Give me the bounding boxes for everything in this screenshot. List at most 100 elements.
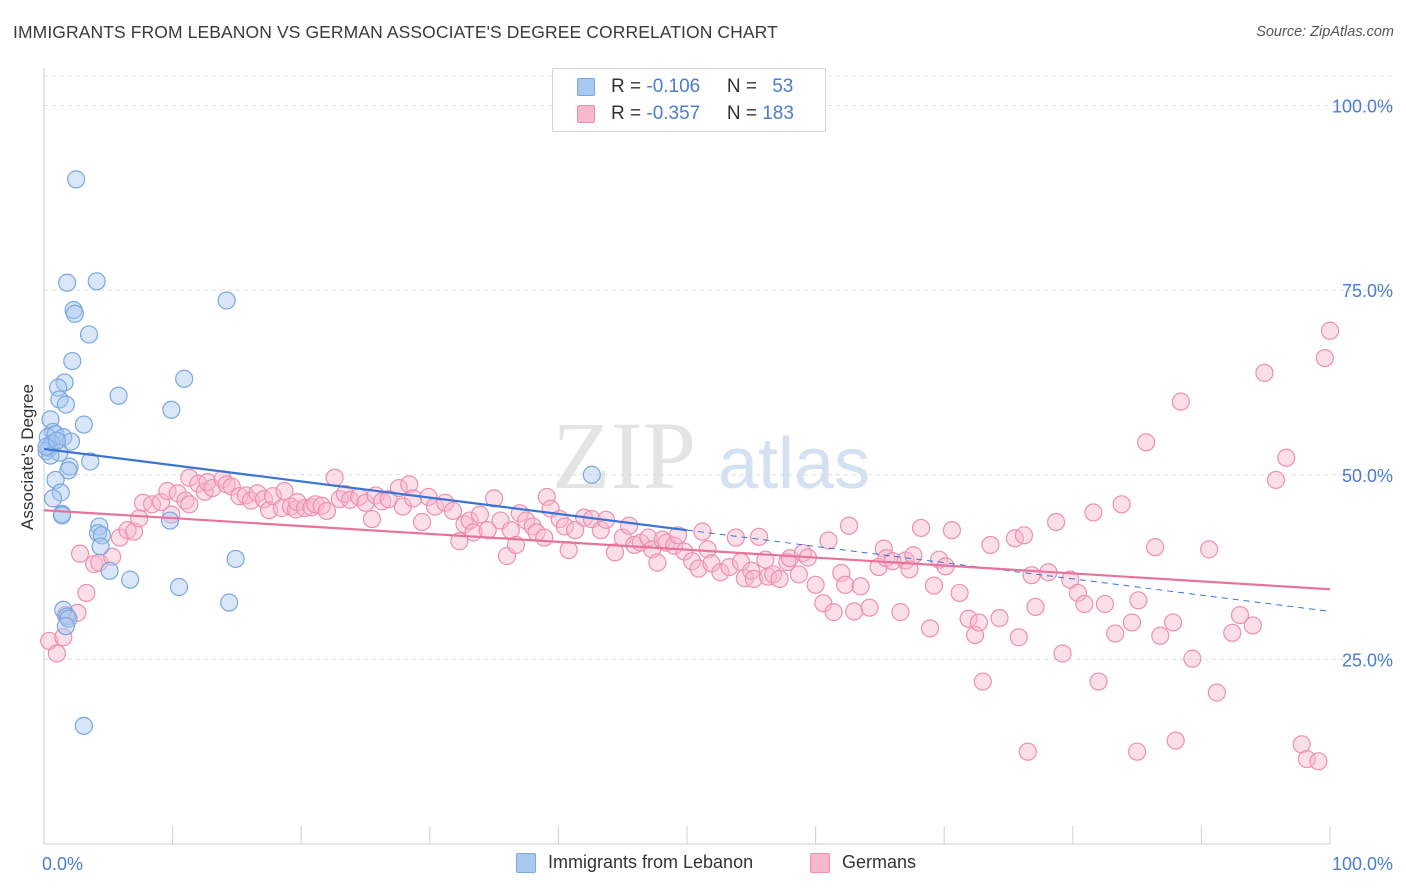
data-point-germans: [924, 576, 944, 595]
legend-n-value: 183: [762, 103, 794, 124]
data-point-germans: [1009, 628, 1028, 647]
data-point-germans: [180, 495, 199, 514]
data-point-lebanon: [52, 506, 72, 525]
data-point-germans: [920, 619, 940, 638]
data-point-germans: [325, 468, 344, 487]
legend: R = -0.106 N = 53 R = -0.357 N = 183: [552, 68, 826, 132]
legend-r-value: -0.106: [646, 76, 701, 97]
data-point-lebanon: [160, 511, 180, 530]
data-point-germans: [443, 501, 463, 521]
data-point-lebanon: [87, 272, 106, 291]
data-point-germans: [770, 569, 789, 588]
source-note: Source: ZipAtlas.com: [1256, 24, 1394, 40]
data-point-lebanon: [109, 386, 128, 405]
data-point-germans: [911, 518, 931, 538]
data-point-germans: [379, 490, 398, 509]
data-point-lebanon: [169, 577, 189, 597]
data-point-germans: [990, 608, 1009, 628]
data-point-germans: [506, 535, 526, 555]
bottom-legend-label-germans: Germans: [842, 852, 917, 872]
data-point-germans: [317, 501, 337, 521]
data-point-germans: [744, 569, 763, 588]
data-point-germans: [900, 560, 919, 579]
data-point-germans: [1207, 683, 1226, 702]
bottom-legend-label-lebanon: Immigrants from Lebanon: [548, 852, 754, 872]
data-point-germans: [1315, 348, 1334, 368]
data-point-germans: [973, 672, 992, 691]
data-point-germans: [1320, 321, 1340, 340]
data-point-germans: [1053, 644, 1072, 663]
data-point-lebanon: [121, 570, 140, 589]
data-point-germans: [168, 484, 187, 503]
watermark-atlas: atlas: [718, 424, 870, 504]
data-point-germans: [460, 511, 479, 530]
data-point-germans: [639, 528, 658, 547]
watermark: ZIP atlas: [552, 402, 870, 509]
data-point-germans: [904, 546, 923, 565]
data-point-germans: [1106, 624, 1125, 643]
data-point-germans: [362, 509, 382, 529]
data-point-germans: [1309, 752, 1328, 771]
data-point-germans: [1243, 616, 1262, 635]
data-point-germans: [1223, 623, 1242, 642]
data-point-germans: [1129, 591, 1148, 610]
data-point-germans: [824, 603, 843, 622]
data-point-germans: [555, 517, 574, 536]
data-point-lebanon: [56, 395, 75, 414]
data-point-germans: [860, 598, 879, 617]
data-point-germans: [942, 521, 962, 540]
data-point-germans: [1026, 597, 1045, 617]
data-point-germans: [151, 492, 171, 512]
data-point-germans: [1200, 540, 1219, 559]
data-point-germans: [591, 521, 610, 540]
data-point-germans: [789, 565, 808, 584]
data-point-lebanon: [100, 561, 119, 580]
legend-r-value: -0.357: [646, 103, 701, 124]
data-point-germans: [1297, 749, 1316, 769]
data-point-germans: [620, 516, 639, 535]
data-point-germans: [54, 628, 73, 647]
data-point-germans: [1151, 626, 1170, 645]
data-point-germans: [77, 583, 96, 603]
data-point-germans: [68, 603, 87, 622]
data-point-germans: [70, 544, 90, 563]
data-point-germans: [537, 487, 556, 507]
data-point-germans: [103, 547, 122, 566]
data-point-lebanon: [175, 369, 194, 388]
data-point-germans: [535, 528, 554, 547]
data-point-lebanon: [37, 437, 56, 456]
data-point-lebanon: [91, 537, 110, 556]
legend-n-value: 53: [772, 76, 794, 97]
y-tick-label: 100.0%: [1332, 97, 1393, 117]
data-point-germans: [839, 516, 859, 535]
data-point-germans: [335, 484, 355, 504]
data-point-germans: [845, 602, 864, 621]
data-point-germans: [47, 644, 66, 663]
data-point-germans: [683, 552, 702, 571]
data-point-germans: [306, 495, 325, 514]
data-point-germans: [1018, 742, 1037, 761]
data-point-lebanon: [63, 351, 82, 371]
data-point-germans: [711, 563, 730, 582]
data-point-germans: [806, 575, 825, 594]
legend-r-label: R =: [611, 103, 647, 124]
data-point-germans: [130, 509, 149, 528]
data-point-lebanon: [61, 432, 81, 451]
legend-r-label: R =: [611, 76, 647, 97]
data-point-germans: [819, 531, 838, 550]
data-point-lebanon: [67, 170, 86, 189]
legend-swatch-lebanon: [577, 78, 595, 96]
data-point-germans: [605, 543, 625, 562]
y-tick-label: 75.0%: [1342, 281, 1393, 301]
data-point-lebanon: [56, 617, 75, 636]
legend-n-label: N =: [726, 76, 763, 97]
data-point-lebanon: [74, 716, 93, 735]
data-point-germans: [981, 535, 1000, 555]
data-point-germans: [675, 542, 694, 561]
data-point-germans: [1075, 594, 1094, 614]
data-point-germans: [959, 609, 978, 628]
chart-title: IMMIGRANTS FROM LEBANON VS GERMAN ASSOCI…: [13, 22, 778, 42]
data-point-germans: [470, 505, 490, 524]
data-point-germans: [1095, 594, 1115, 614]
data-point-germans: [668, 526, 688, 545]
